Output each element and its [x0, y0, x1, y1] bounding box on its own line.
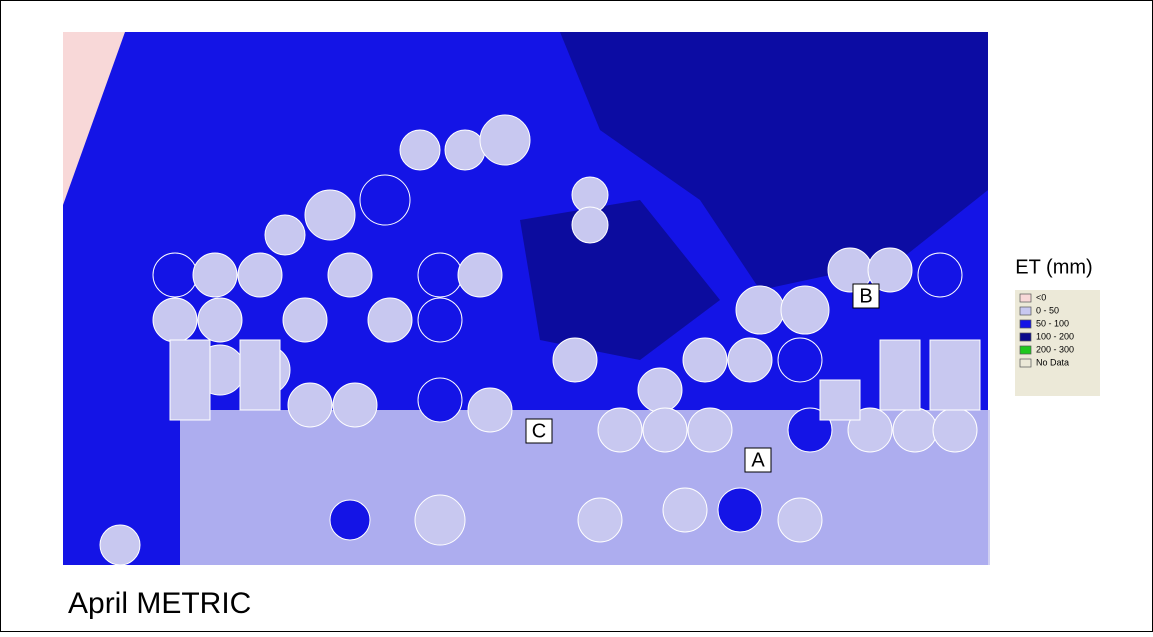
- pivot-field: [330, 500, 370, 540]
- legend-swatch: [1020, 307, 1031, 315]
- legend-title: ET (mm): [1015, 256, 1092, 278]
- pivot-field: [893, 408, 937, 452]
- pivot-field: [193, 253, 237, 297]
- figure: B C A ET (mm) <0 0 - 50 50 - 100 100 - 200 2…: [0, 0, 1153, 632]
- pivot-field: [781, 286, 829, 334]
- pivot-field: [688, 408, 732, 452]
- site-label: C: [532, 420, 546, 442]
- caption: April METRIC: [68, 587, 251, 620]
- site-label: A: [751, 449, 765, 471]
- legend-label: 50 - 100: [1036, 318, 1069, 328]
- field-block: [880, 340, 920, 410]
- legend-label: No Data: [1036, 357, 1069, 367]
- pivot-field: [578, 498, 622, 542]
- pivot-field: [415, 495, 465, 545]
- pivot-field: [418, 253, 462, 297]
- legend-swatch: [1020, 346, 1031, 354]
- pivot-field: [468, 388, 512, 432]
- legend-swatch: [1020, 359, 1031, 367]
- pivot-field: [683, 338, 727, 382]
- pivot-field: [360, 175, 410, 225]
- pivot-field: [153, 298, 197, 342]
- pivot-field: [418, 378, 462, 422]
- pivot-field: [480, 115, 530, 165]
- pivot-field: [418, 298, 462, 342]
- pivot-field: [283, 298, 327, 342]
- pivot-field: [778, 338, 822, 382]
- legend-label: <0: [1036, 292, 1046, 302]
- pivot-field: [305, 190, 355, 240]
- pivot-field: [400, 130, 440, 170]
- pivot-field: [663, 488, 707, 532]
- pivot-field: [265, 215, 305, 255]
- site-label: B: [859, 285, 872, 307]
- page: B C A ET (mm) <0 0 - 50 50 - 100 100 - 200 2…: [0, 0, 1153, 637]
- pivot-field: [572, 207, 608, 243]
- field-block: [170, 340, 210, 420]
- legend-label: 200 - 300: [1036, 344, 1074, 354]
- pivot-field: [288, 383, 332, 427]
- pivot-field: [718, 488, 762, 532]
- field-block: [820, 380, 860, 420]
- pivot-field: [638, 368, 682, 412]
- pivot-field: [778, 498, 822, 542]
- pivot-field: [368, 298, 412, 342]
- field-block: [930, 340, 980, 410]
- pivot-field: [445, 130, 485, 170]
- pivot-field: [643, 408, 687, 452]
- pivot-field: [933, 408, 977, 452]
- pivot-field: [553, 338, 597, 382]
- pivot-field: [100, 525, 140, 565]
- pivot-field: [333, 383, 377, 427]
- pivot-field: [736, 286, 784, 334]
- pivot-field: [598, 408, 642, 452]
- pivot-field: [458, 253, 502, 297]
- pivot-field: [238, 253, 282, 297]
- legend-label: 100 - 200: [1036, 331, 1074, 341]
- legend-label: 0 - 50: [1036, 305, 1059, 315]
- pivot-field: [198, 298, 242, 342]
- pivot-field: [728, 338, 772, 382]
- legend-swatch: [1020, 333, 1031, 341]
- pivot-field: [153, 253, 197, 297]
- et-map: [63, 32, 990, 565]
- field-block: [240, 340, 280, 410]
- pivot-field: [328, 253, 372, 297]
- legend-swatch: [1020, 320, 1031, 328]
- pivot-field: [918, 253, 962, 297]
- legend-swatch: [1020, 294, 1031, 302]
